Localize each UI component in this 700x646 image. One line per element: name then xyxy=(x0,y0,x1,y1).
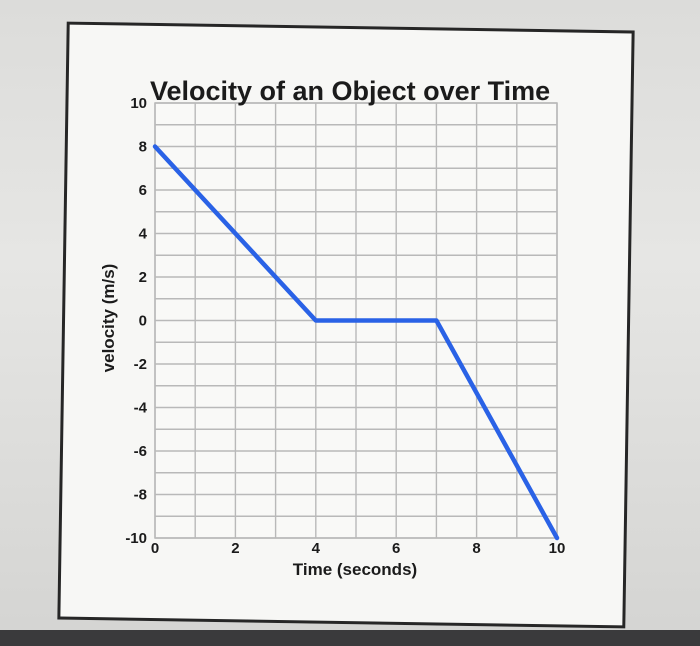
series-lines xyxy=(152,144,560,541)
data-point xyxy=(314,319,318,322)
y-tick-label: -10 xyxy=(125,530,147,547)
x-tick-label: 4 xyxy=(312,540,321,557)
x-tick-label: 0 xyxy=(151,540,159,557)
x-tick-labels: 0 2 4 6 8 10 xyxy=(151,540,566,557)
velocity-line xyxy=(152,144,560,541)
y-axis-label: velocity (m/s) xyxy=(99,264,118,373)
y-tick-label: -6 xyxy=(134,443,147,460)
y-tick-label: -8 xyxy=(134,487,147,504)
x-tick-label: 10 xyxy=(549,540,566,557)
y-tick-label: -4 xyxy=(134,400,148,417)
desk-edge xyxy=(0,630,700,646)
y-tick-label: 2 xyxy=(139,269,147,286)
chart-title: Velocity of an Object over Time xyxy=(150,76,550,106)
x-tick-label: 8 xyxy=(472,540,480,557)
x-tick-label: 6 xyxy=(392,540,400,557)
x-axis-label: Time (seconds) xyxy=(293,560,417,579)
data-point xyxy=(434,319,438,322)
y-tick-labels: 10 8 6 4 2 0 -2 -4 -6 -8 -10 xyxy=(125,95,147,547)
x-tick-label: 2 xyxy=(231,540,239,557)
y-tick-label: -2 xyxy=(134,356,147,373)
y-tick-label: 8 xyxy=(139,139,147,156)
y-tick-label: 6 xyxy=(139,182,147,199)
data-point xyxy=(555,536,559,540)
y-tick-label: 4 xyxy=(139,226,148,243)
y-tick-label: 10 xyxy=(130,95,147,112)
y-tick-label: 0 xyxy=(139,313,147,330)
data-point xyxy=(153,145,157,148)
